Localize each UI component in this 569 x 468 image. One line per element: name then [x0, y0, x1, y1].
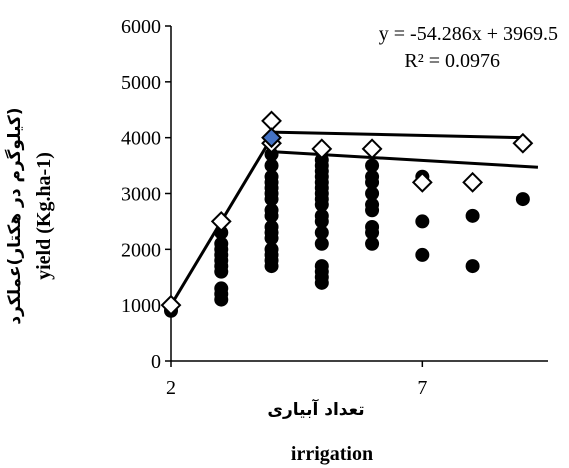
x-tick-label: 7 — [417, 377, 427, 399]
circle-point — [415, 214, 430, 229]
circle-point — [264, 203, 279, 218]
diamond-point — [361, 138, 383, 160]
circle-point — [264, 169, 279, 184]
circle-point — [264, 147, 279, 162]
x-axis-label-english: irrigation — [291, 443, 373, 465]
diamond-point — [411, 171, 433, 193]
diamond-point — [462, 171, 484, 193]
circle-point — [365, 220, 380, 234]
circle-point — [314, 208, 329, 223]
diamond-point — [512, 132, 534, 154]
boundary-plateau-line — [271, 130, 523, 140]
circle-point — [365, 158, 380, 173]
y-tick-label: 1000 — [121, 295, 161, 317]
y-axis-label-english: yield (Kg.ha-1) — [33, 152, 55, 280]
diamond-point — [160, 294, 182, 316]
y-tick-label: 3000 — [121, 184, 161, 206]
diamond-point — [261, 110, 282, 132]
y-tick-label: 2000 — [121, 239, 161, 261]
r-squared-annotation: R² = 0.0976 — [404, 50, 500, 72]
circle-point — [365, 186, 380, 201]
circle-point — [465, 208, 480, 223]
circle-point — [214, 281, 229, 296]
circle-point — [264, 158, 279, 173]
data-points — [160, 110, 534, 318]
y-axis-label-persian: (کیلوگرم در هکتار)عملکرد — [4, 107, 25, 324]
axes-layer — [170, 26, 548, 362]
diamond-point — [311, 138, 333, 160]
y-ticks: 0 1000 2000 3000 4000 5000 6000 — [121, 16, 171, 373]
circle-point — [515, 192, 530, 207]
circle-point — [214, 236, 229, 251]
linear-fit-line — [271, 150, 539, 169]
y-tick-label: 0 — [151, 351, 161, 373]
circle-point — [264, 220, 279, 234]
circle-point — [465, 259, 480, 274]
equation-annotation: y = -54.286x + 3969.5 — [379, 23, 558, 45]
x-axis-label-persian: تعداد آبیاری — [267, 398, 364, 420]
filled-diamond-point — [261, 127, 282, 149]
circle-point — [365, 169, 380, 184]
circle-point — [314, 259, 329, 274]
circle-point — [264, 242, 279, 257]
y-tick-label: 6000 — [121, 16, 161, 38]
circle-point — [214, 225, 229, 240]
circle-point — [415, 247, 430, 262]
circle-point — [314, 236, 329, 251]
circle-point — [365, 197, 380, 212]
y-tick-label: 5000 — [121, 72, 161, 94]
diamond-point — [210, 211, 232, 232]
x-tick-label: 2 — [166, 377, 176, 399]
y-tick-label: 4000 — [121, 128, 161, 150]
circle-point — [365, 236, 380, 251]
circle-point — [314, 153, 329, 167]
circle-point — [314, 225, 329, 240]
